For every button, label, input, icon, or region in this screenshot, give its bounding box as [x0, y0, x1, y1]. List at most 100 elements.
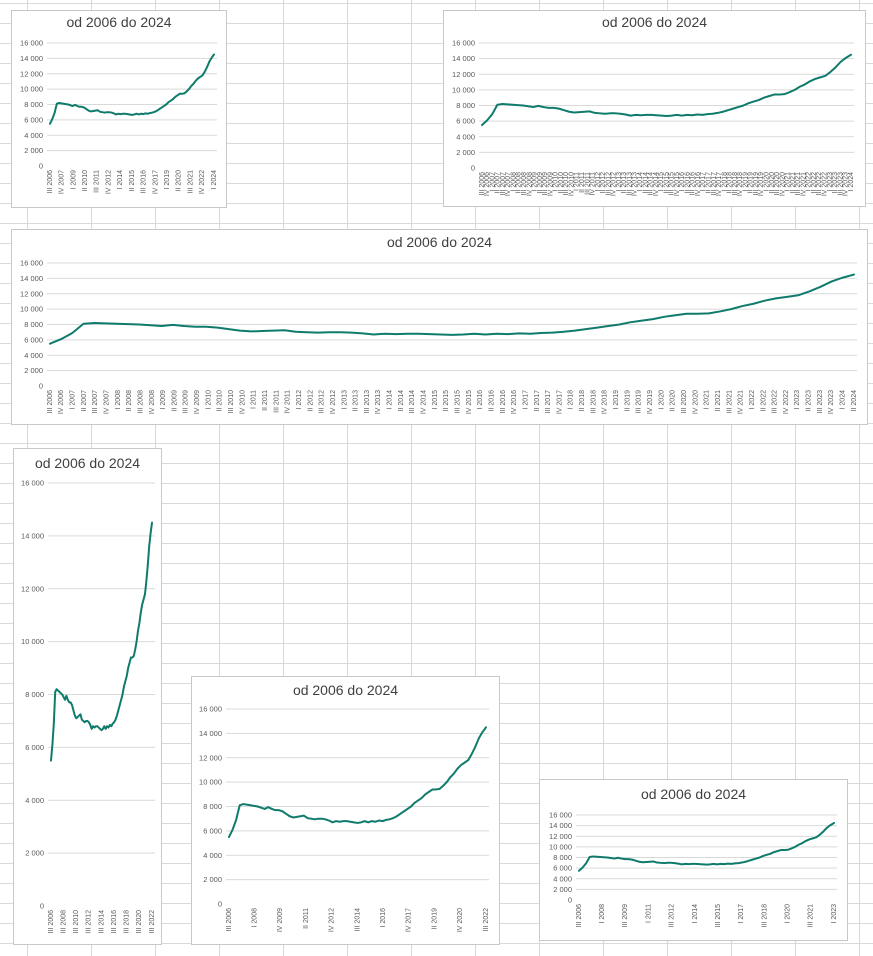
x-tick-label: III 2015 — [455, 390, 462, 413]
x-tick-label: II 2014 — [642, 172, 649, 194]
y-tick-label: 6 000 — [456, 117, 475, 126]
x-tick-label: II 2011 — [262, 390, 269, 411]
x-tick-label: III 2006 — [226, 908, 233, 931]
x-tick-label: I 2016 — [679, 172, 686, 192]
x-tick-label: I 2020 — [784, 904, 791, 924]
x-tick-label: I 2017 — [522, 390, 529, 410]
x-tick-label: I 2017 — [738, 904, 745, 924]
x-tick-label: II 2015 — [129, 170, 136, 192]
x-tick-label: I 2018 — [568, 390, 575, 410]
y-tick-label: 16 000 — [452, 39, 475, 48]
x-tick-label: I 2016 — [380, 908, 387, 928]
x-tick-label: III 2014 — [409, 390, 416, 413]
x-tick-label: IV 2018 — [602, 390, 609, 414]
x-tick-label: IV 2012 — [329, 908, 336, 932]
x-tick-label: I 2015 — [432, 390, 439, 410]
y-tick-label: 4 000 — [25, 796, 44, 805]
x-tick-label: I 2024 — [848, 172, 855, 192]
x-tick-label: I 2011 — [574, 172, 581, 191]
x-tick-label: III 2021 — [187, 170, 194, 193]
chart-3-svg: od 2006 do 2024 0 2 000 4 000 6 000 8 000 10 0… — [20, 234, 858, 414]
x-tick-label: III 2012 — [669, 904, 676, 927]
x-tick-label: III 2019 — [753, 172, 760, 195]
x-tick-label: II 2022 — [760, 390, 767, 412]
y-tick-label: 12 000 — [452, 70, 475, 79]
x-tick-label: I 2019 — [164, 170, 171, 190]
x-tick-label: III 2006 — [47, 390, 54, 413]
x-tick-label: III 2017 — [545, 390, 552, 413]
chart-panel-1: od 2006 do 2024 0 2 000 4 000 6 000 8 000 10 0… — [11, 10, 227, 208]
x-tick-label: III 2016 — [141, 170, 148, 193]
x-tick-label: I 2011 — [251, 390, 258, 409]
x-tick-label: III 2008 — [60, 910, 67, 933]
x-tick-label: I 2007 — [69, 390, 76, 410]
y-tick-label: 4 000 — [203, 851, 222, 860]
x-tick-label: IV 2012 — [105, 170, 112, 194]
x-tick-label: IV 2010 — [568, 172, 575, 196]
x-tick-label: I 2013 — [616, 172, 623, 192]
y-tick-label: 6 000 — [25, 743, 44, 752]
chart-4-svg: od 2006 do 2024 0 2 000 4 000 6 000 8 000 10 0… — [21, 455, 156, 933]
x-tick-label: III 2021 — [808, 904, 815, 927]
y-tick-label: 4 000 — [24, 351, 43, 360]
y-tick-label: 10 000 — [20, 305, 43, 314]
y-tick-label: 12 000 — [199, 753, 222, 762]
chart-title: od 2006 do 2024 — [387, 234, 492, 250]
x-tick-label: I 2017 — [700, 172, 707, 192]
y-tick-label: 0 — [568, 896, 572, 905]
x-tick-label: IV 2016 — [695, 172, 702, 196]
x-tick-label: I 2010 — [553, 172, 560, 192]
x-tick-label: I 2012 — [296, 390, 303, 410]
chart-title: od 2006 do 2024 — [35, 455, 140, 471]
y-tick-label: 6 000 — [24, 335, 43, 344]
y-tick-label: 14 000 — [549, 821, 572, 830]
x-tick-label: IV 2015 — [466, 390, 473, 414]
x-tick-label: IV 2023 — [843, 172, 850, 196]
x-tick-label: II 2012 — [600, 172, 607, 194]
x-tick-label: II 2020 — [769, 172, 776, 194]
x-tick-label: III 2020 — [774, 172, 781, 195]
y-tick-label: 12 000 — [549, 832, 572, 841]
x-tick-label: III 2017 — [711, 172, 718, 195]
y-tick-label: 8 000 — [24, 320, 43, 329]
x-tick-label: I 2009 — [532, 172, 539, 192]
x-tick-label: IV 2022 — [199, 170, 206, 194]
x-tick-label: II 2019 — [748, 172, 755, 194]
series-line — [481, 53, 852, 127]
x-tick-label: I 2011 — [645, 904, 652, 923]
x-tick-label: III 2012 — [605, 172, 612, 195]
x-tick-label: II 2009 — [537, 172, 544, 194]
y-tick-label: 6 000 — [24, 115, 43, 124]
x-tick-label: IV 2007 — [505, 172, 512, 196]
y-tick-label: 0 — [218, 900, 222, 909]
y-tick-label: 2 000 — [24, 146, 43, 155]
x-tick-label: II 2015 — [663, 172, 670, 194]
x-tick-label: I 2020 — [658, 390, 665, 410]
y-tick-label: 10 000 — [21, 637, 44, 646]
x-tick-label: III 2016 — [690, 172, 697, 195]
x-tick-label: IV 2022 — [821, 172, 828, 196]
x-tick-label: II 2021 — [790, 172, 797, 194]
x-tick-label: II 2016 — [684, 172, 691, 194]
x-tick-label: IV 2009 — [277, 908, 284, 932]
x-tick-label: I 2007 — [489, 172, 496, 192]
x-tick-label: III 2009 — [542, 172, 549, 195]
x-tick-label: II 2016 — [488, 390, 495, 412]
x-tick-label: III 2012 — [86, 910, 93, 933]
x-tick-label: IV 2007 — [103, 390, 110, 414]
x-tick-label: III 2007 — [92, 390, 99, 413]
x-tick-label: IV 2011 — [285, 390, 292, 414]
x-tick-label: II 2013 — [353, 390, 360, 412]
x-tick-label: IV 2014 — [653, 172, 660, 196]
y-tick-label: 6 000 — [553, 864, 572, 873]
chart-panel-3: od 2006 do 2024 0 2 000 4 000 6 000 8 000 10 0… — [11, 229, 868, 425]
series-line — [49, 53, 215, 125]
y-tick-label: 2 000 — [553, 885, 572, 894]
x-tick-label: IV 2014 — [421, 390, 428, 414]
x-tick-label: III 2020 — [681, 390, 688, 413]
x-tick-label: III 2010 — [228, 390, 235, 413]
y-tick-label: 14 000 — [21, 531, 44, 540]
x-tick-label: I 2023 — [794, 390, 801, 410]
x-tick-label: II 2010 — [217, 390, 224, 412]
y-tick-label: 8 000 — [25, 690, 44, 699]
